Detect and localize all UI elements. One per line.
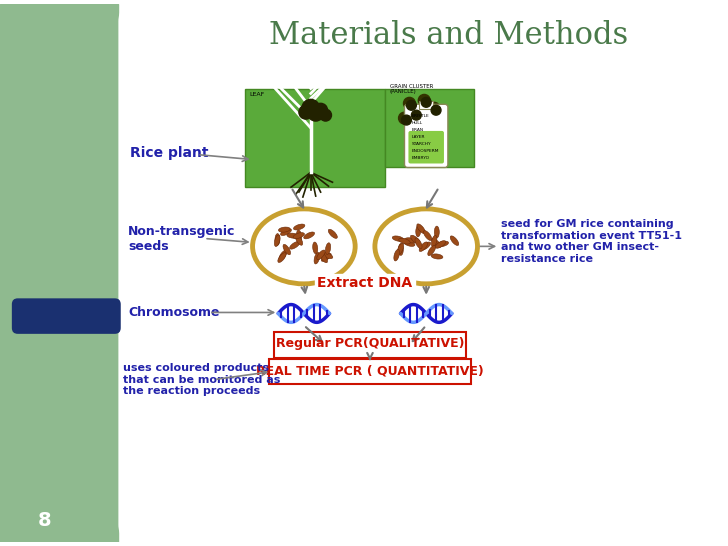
Ellipse shape (314, 252, 320, 264)
Circle shape (299, 105, 313, 119)
Ellipse shape (421, 242, 430, 250)
Ellipse shape (431, 254, 443, 259)
Text: STARCHY: STARCHY (411, 142, 431, 146)
FancyBboxPatch shape (12, 298, 121, 334)
Circle shape (419, 94, 430, 106)
Ellipse shape (419, 242, 427, 252)
Circle shape (402, 115, 411, 125)
Circle shape (431, 105, 441, 115)
Circle shape (308, 105, 323, 121)
Ellipse shape (435, 241, 446, 248)
Text: BRAN: BRAN (411, 128, 424, 132)
Ellipse shape (399, 238, 410, 244)
Text: ENDOSPERM: ENDOSPERM (411, 149, 439, 153)
Ellipse shape (392, 236, 404, 241)
Circle shape (314, 103, 328, 117)
Text: GRAIN CLUSTER
(PANICLE): GRAIN CLUSTER (PANICLE) (389, 84, 433, 94)
Circle shape (403, 97, 416, 109)
Bar (245, 88, 385, 187)
Bar (0, 4, 119, 542)
Text: seed for GM rice containing
transformation event TT51-1
and two other GM insect-: seed for GM rice containing transformati… (501, 219, 682, 264)
Ellipse shape (411, 235, 420, 244)
Ellipse shape (293, 233, 304, 239)
Ellipse shape (328, 229, 337, 239)
Text: Materials and Methods: Materials and Methods (269, 20, 628, 51)
Text: Rice plant: Rice plant (130, 146, 209, 159)
Circle shape (422, 97, 431, 107)
Ellipse shape (435, 226, 439, 238)
Ellipse shape (398, 244, 403, 256)
Ellipse shape (394, 250, 400, 261)
Ellipse shape (287, 233, 298, 238)
Ellipse shape (279, 250, 287, 260)
Ellipse shape (304, 232, 314, 239)
Ellipse shape (404, 238, 416, 243)
Text: LAYER: LAYER (411, 135, 425, 139)
Ellipse shape (403, 241, 415, 246)
Bar (419, 102, 433, 109)
Ellipse shape (432, 235, 437, 247)
Bar (385, 88, 473, 168)
Circle shape (302, 99, 320, 117)
Ellipse shape (290, 241, 300, 249)
FancyBboxPatch shape (274, 332, 466, 358)
Ellipse shape (417, 224, 425, 234)
Ellipse shape (317, 250, 325, 260)
FancyBboxPatch shape (269, 359, 470, 384)
Circle shape (320, 109, 331, 121)
Ellipse shape (375, 209, 478, 284)
FancyBboxPatch shape (405, 104, 448, 168)
Ellipse shape (437, 241, 448, 247)
Circle shape (411, 110, 422, 120)
Text: EMBRYO: EMBRYO (411, 156, 430, 159)
Circle shape (398, 112, 411, 124)
Ellipse shape (274, 235, 280, 246)
Text: Chromosome: Chromosome (128, 306, 220, 319)
Ellipse shape (450, 236, 459, 246)
Ellipse shape (296, 235, 303, 245)
Ellipse shape (296, 230, 301, 242)
Ellipse shape (432, 239, 440, 247)
Text: Extract DNA: Extract DNA (317, 276, 413, 290)
Ellipse shape (415, 238, 422, 248)
Ellipse shape (325, 243, 331, 254)
Ellipse shape (321, 253, 331, 262)
Circle shape (428, 102, 440, 114)
Ellipse shape (416, 225, 421, 237)
Ellipse shape (278, 253, 286, 263)
Circle shape (408, 107, 420, 119)
Ellipse shape (313, 242, 317, 254)
Ellipse shape (322, 252, 333, 259)
FancyBboxPatch shape (408, 131, 444, 163)
FancyBboxPatch shape (119, 4, 719, 542)
Ellipse shape (424, 230, 432, 240)
Text: REAL TIME PCR ( QUANTITATIVE): REAL TIME PCR ( QUANTITATIVE) (256, 364, 484, 377)
Ellipse shape (275, 234, 280, 246)
Ellipse shape (320, 252, 328, 263)
Ellipse shape (283, 245, 290, 255)
Text: uses coloured products
that can be monitored as
the reaction proceeds: uses coloured products that can be monit… (123, 363, 281, 396)
Text: BRISTLE: BRISTLE (411, 114, 429, 118)
Ellipse shape (253, 209, 355, 284)
Ellipse shape (428, 246, 435, 256)
Circle shape (406, 100, 416, 110)
Text: LEAF: LEAF (250, 92, 265, 97)
Text: HULL: HULL (411, 121, 422, 125)
Ellipse shape (397, 243, 403, 254)
Text: Regular PCR(QUALITATIVE): Regular PCR(QUALITATIVE) (276, 336, 464, 349)
Ellipse shape (293, 224, 305, 230)
Ellipse shape (278, 227, 290, 232)
Text: Non-transgenic
seeds: Non-transgenic seeds (128, 225, 236, 253)
Ellipse shape (280, 229, 291, 235)
Text: 8: 8 (38, 511, 52, 530)
